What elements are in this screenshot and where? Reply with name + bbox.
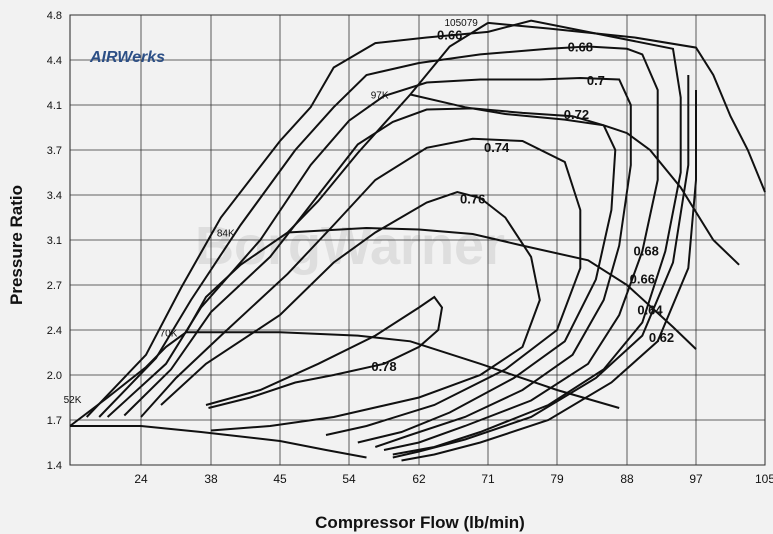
y-ticks: 1.4 1.7 2.0 2.4 2.7 3.1 3.4 3.7 4.1 4.4 4.8 [47,10,62,472]
x-tick-label: 71 [481,472,495,486]
efficiency-line [123,107,617,444]
watermark-text: BorgWarner [195,216,505,276]
y-tick-label: 2.4 [47,325,62,337]
speed-lines [69,21,766,459]
y-tick-label: 3.1 [47,235,62,247]
efficiency-label: 0.68 [568,40,593,55]
speed-line [186,331,620,409]
y-tick-label: 3.7 [47,145,62,157]
series-labels: 0.78 0.76 0.74 0.72 0.7 0.68 0.68 0.66 0.66 0.64 0… [64,18,675,406]
speed-line [487,21,766,193]
x-tick-label: 105 [755,472,773,486]
efficiency-line [98,45,659,451]
speed-label: 52K [64,395,82,406]
speed-label: 97K [371,91,389,102]
y-tick-label: 4.8 [47,10,62,22]
y-tick-label: 4.4 [47,55,62,67]
speed-label: 105079 [444,18,478,29]
speed-line [70,425,367,459]
efficiency-label: 0.64 [637,303,663,318]
speed-line [410,93,740,266]
x-tick-label: 62 [412,472,426,486]
efficiency-line [140,137,582,436]
efficiency-label: 0.72 [564,107,589,122]
efficiency-line [205,295,444,409]
efficiency-line [106,76,632,448]
x-axis-title: Compressor Flow (lb/min) [315,513,525,532]
efficiency-label: 0.7 [587,73,605,88]
y-tick-label: 2.0 [47,370,62,382]
x-tick-label: 88 [620,472,634,486]
efficiency-label: 0.76 [460,192,485,207]
airwerks-logo: AIRWerks [89,49,165,66]
efficiency-label: 0.66 [630,271,655,286]
x-tick-label: 38 [204,472,218,486]
y-tick-label: 4.1 [47,100,62,112]
speed-label: 84K [217,229,235,240]
watermark: BorgWarner [195,216,505,276]
speed-line [287,226,697,350]
y-tick-label: 1.4 [47,460,62,472]
efficiency-label: 0.78 [371,359,396,374]
efficiency-label: 0.68 [634,243,659,258]
y-tick-label: 1.7 [47,415,62,427]
efficiency-label: 0.66 [437,27,462,42]
x-tick-label: 45 [273,472,287,486]
x-tick-label: 24 [134,472,148,486]
x-ticks: 24 38 45 54 62 71 79 88 97 105 [134,472,773,486]
x-tick-label: 97 [689,472,703,486]
x-tick-label: 79 [550,472,564,486]
efficiency-line [160,190,541,432]
speed-label: 70K [160,328,178,339]
efficiency-line [392,75,690,459]
y-tick-label: 3.4 [47,190,62,202]
y-tick-label: 2.7 [47,280,62,292]
y-axis-title: Pressure Ratio [7,185,26,305]
efficiency-label: 0.74 [484,140,510,155]
efficiency-label: 0.62 [649,330,674,345]
x-tick-label: 54 [342,472,356,486]
